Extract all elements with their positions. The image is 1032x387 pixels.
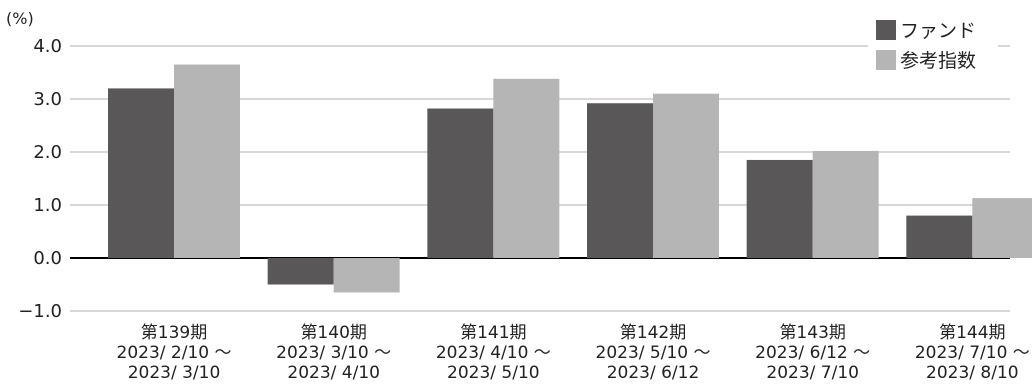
category-to-date-label: 2023/ 4/10 (287, 363, 380, 383)
category-to-date-label: 2023/ 3/10 (128, 363, 221, 383)
y-tick-label: −1.0 (18, 301, 62, 322)
bar-reference-index (333, 258, 400, 293)
legend-label: 参考指数 (900, 50, 976, 72)
category-from-date-label: 2023/ 3/10 ～ (276, 343, 391, 363)
category-from-date-label: 2023/ 4/10 ～ (436, 343, 551, 363)
y-tick-label: 3.0 (33, 89, 62, 110)
bar-reference-index (174, 64, 240, 258)
category-from-date-label: 2023/ 7/10 ～ (915, 343, 1030, 363)
bar-fund (267, 258, 334, 285)
category-to-date-label: 2023/ 6/12 (607, 363, 700, 383)
category-to-date-label: 2023/ 8/10 (926, 363, 1019, 383)
category-period-label: 第139期 (141, 323, 207, 343)
bar-fund (108, 88, 174, 259)
bar-reference-index (493, 78, 560, 258)
category-from-date-label: 2023/ 2/10 ～ (117, 343, 232, 363)
bar-fund (427, 108, 494, 258)
y-tick-labels: 4.0 3.0 2.0 1.0 0.0 −1.0 (18, 36, 62, 322)
y-tick-label: 0.0 (33, 248, 62, 269)
bar-reference-index (972, 198, 1032, 258)
bars (108, 64, 1032, 293)
y-axis-unit-label: (%) (6, 9, 34, 28)
legend-swatch (876, 20, 896, 40)
bar-reference-index (812, 150, 879, 258)
category-to-date-label: 2023/ 7/10 (766, 363, 859, 383)
y-tick-label: 4.0 (33, 36, 62, 57)
category-from-date-label: 2023/ 5/10 ～ (596, 343, 711, 363)
category-from-date-label: 2023/ 6/12 ～ (755, 343, 870, 363)
bar-fund (746, 159, 813, 258)
legend-swatch (876, 50, 896, 70)
category-period-label: 第144期 (939, 323, 1005, 343)
y-tick-label: 1.0 (33, 195, 62, 216)
bar-fund (587, 103, 653, 259)
bar-reference-index (653, 93, 719, 258)
bar-fund (906, 215, 973, 258)
category-to-date-label: 2023/ 5/10 (447, 363, 540, 383)
category-period-label: 第142期 (620, 323, 686, 343)
legend-label: ファンド (900, 20, 976, 42)
category-period-label: 第140期 (300, 323, 366, 343)
y-tick-label: 2.0 (33, 142, 62, 163)
category-period-label: 第141期 (460, 323, 526, 343)
category-period-label: 第143期 (779, 323, 845, 343)
